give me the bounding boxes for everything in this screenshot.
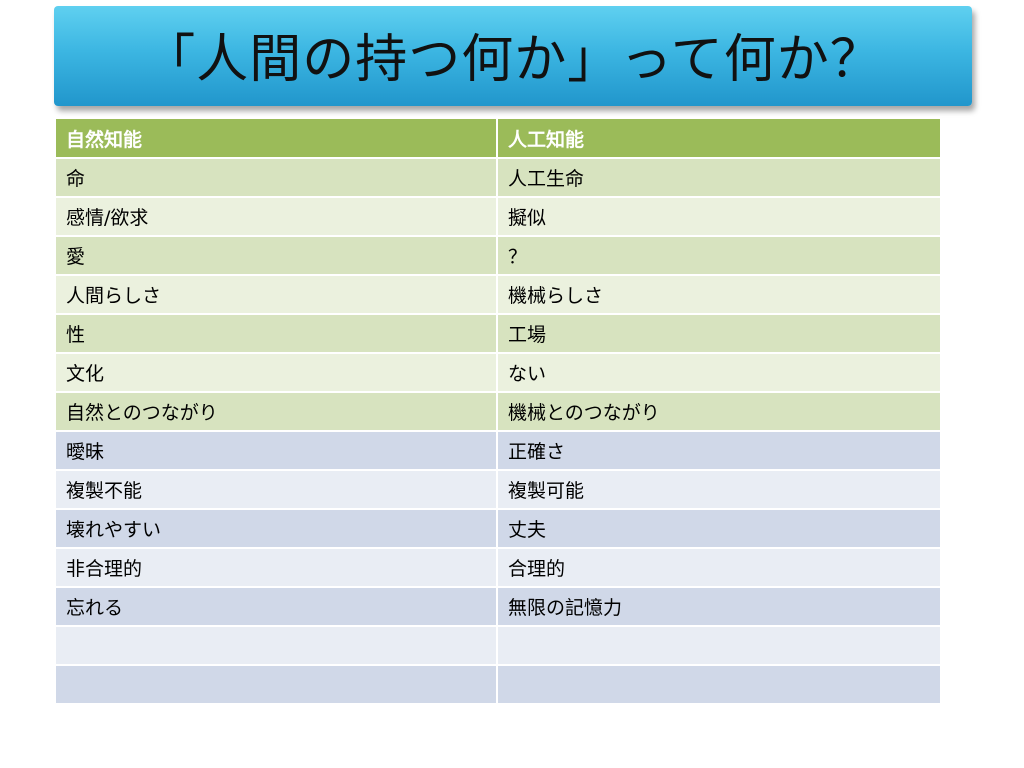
table-row: 忘れる 無限の記憶力 [54, 586, 942, 627]
table-row: 愛 ？ [54, 235, 942, 276]
table-row: 自然とのつながり 機械とのつながり [54, 391, 942, 432]
table-row: 複製不能 複製可能 [54, 469, 942, 510]
cell-artificial: 無限の記憶力 [496, 586, 942, 627]
cell-artificial: 丈夫 [496, 508, 942, 549]
table-row: 命 人工生命 [54, 157, 942, 198]
table-row: 性 工場 [54, 313, 942, 354]
cell-artificial: 機械とのつながり [496, 391, 942, 432]
table-row: 文化 ない [54, 352, 942, 393]
table-row: 感情/欲求 擬似 [54, 196, 942, 237]
cell-artificial: 擬似 [496, 196, 942, 237]
table-row [54, 664, 942, 705]
cell-artificial: 合理的 [496, 547, 942, 588]
header-natural-intelligence: 自然知能 [54, 117, 498, 159]
slide-title: 「人間の持つ何か」って何か？ [143, 29, 883, 90]
cell-artificial [496, 625, 942, 666]
cell-natural: 曖昧 [54, 430, 498, 471]
cell-natural: 性 [54, 313, 498, 354]
cell-natural: 壊れやすい [54, 508, 498, 549]
table-body: 命 人工生命 感情/欲求 擬似 愛 ？ 人間らしさ 機械らしさ 性 工場 [54, 157, 942, 705]
cell-natural: 命 [54, 157, 498, 198]
cell-natural: 複製不能 [54, 469, 498, 510]
cell-artificial [496, 664, 942, 705]
cell-artificial: ない [496, 352, 942, 393]
table-row: 非合理的 合理的 [54, 547, 942, 588]
table-row: 曖昧 正確さ [54, 430, 942, 471]
cell-natural [54, 625, 498, 666]
cell-natural: 人間らしさ [54, 274, 498, 315]
cell-natural: 文化 [54, 352, 498, 393]
header-artificial-intelligence: 人工知能 [496, 117, 942, 159]
cell-natural: 忘れる [54, 586, 498, 627]
cell-natural [54, 664, 498, 705]
cell-artificial: 工場 [496, 313, 942, 354]
table-row: 壊れやすい 丈夫 [54, 508, 942, 549]
cell-artificial: 機械らしさ [496, 274, 942, 315]
comparison-table-container: 自然知能 人工知能 命 人工生命 感情/欲求 擬似 愛 ？ 人間らし [54, 117, 942, 705]
cell-natural: 愛 [54, 235, 498, 276]
cell-artificial: ？ [496, 235, 942, 276]
cell-artificial: 正確さ [496, 430, 942, 471]
cell-artificial: 複製可能 [496, 469, 942, 510]
comparison-table: 自然知能 人工知能 命 人工生命 感情/欲求 擬似 愛 ？ 人間らし [54, 117, 942, 705]
table-header-row: 自然知能 人工知能 [54, 117, 942, 159]
cell-natural: 自然とのつながり [54, 391, 498, 432]
cell-natural: 感情/欲求 [54, 196, 498, 237]
table-row [54, 625, 942, 666]
cell-artificial: 人工生命 [496, 157, 942, 198]
table-row: 人間らしさ 機械らしさ [54, 274, 942, 315]
title-banner: 「人間の持つ何か」って何か？ [54, 6, 972, 106]
cell-natural: 非合理的 [54, 547, 498, 588]
